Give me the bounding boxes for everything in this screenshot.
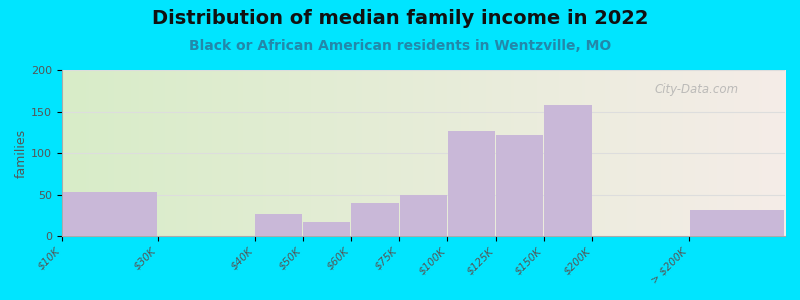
Bar	[255, 214, 302, 236]
Bar	[544, 105, 592, 236]
Text: City-Data.com: City-Data.com	[654, 83, 739, 96]
Y-axis label: families: families	[15, 128, 28, 178]
Bar	[62, 192, 157, 236]
Bar	[303, 222, 350, 236]
Bar	[496, 135, 543, 236]
Bar	[400, 195, 447, 236]
Bar	[351, 203, 398, 236]
Bar	[448, 131, 495, 236]
Text: Distribution of median family income in 2022: Distribution of median family income in …	[152, 9, 648, 28]
Text: Black or African American residents in Wentzville, MO: Black or African American residents in W…	[189, 39, 611, 53]
Bar	[690, 210, 784, 236]
